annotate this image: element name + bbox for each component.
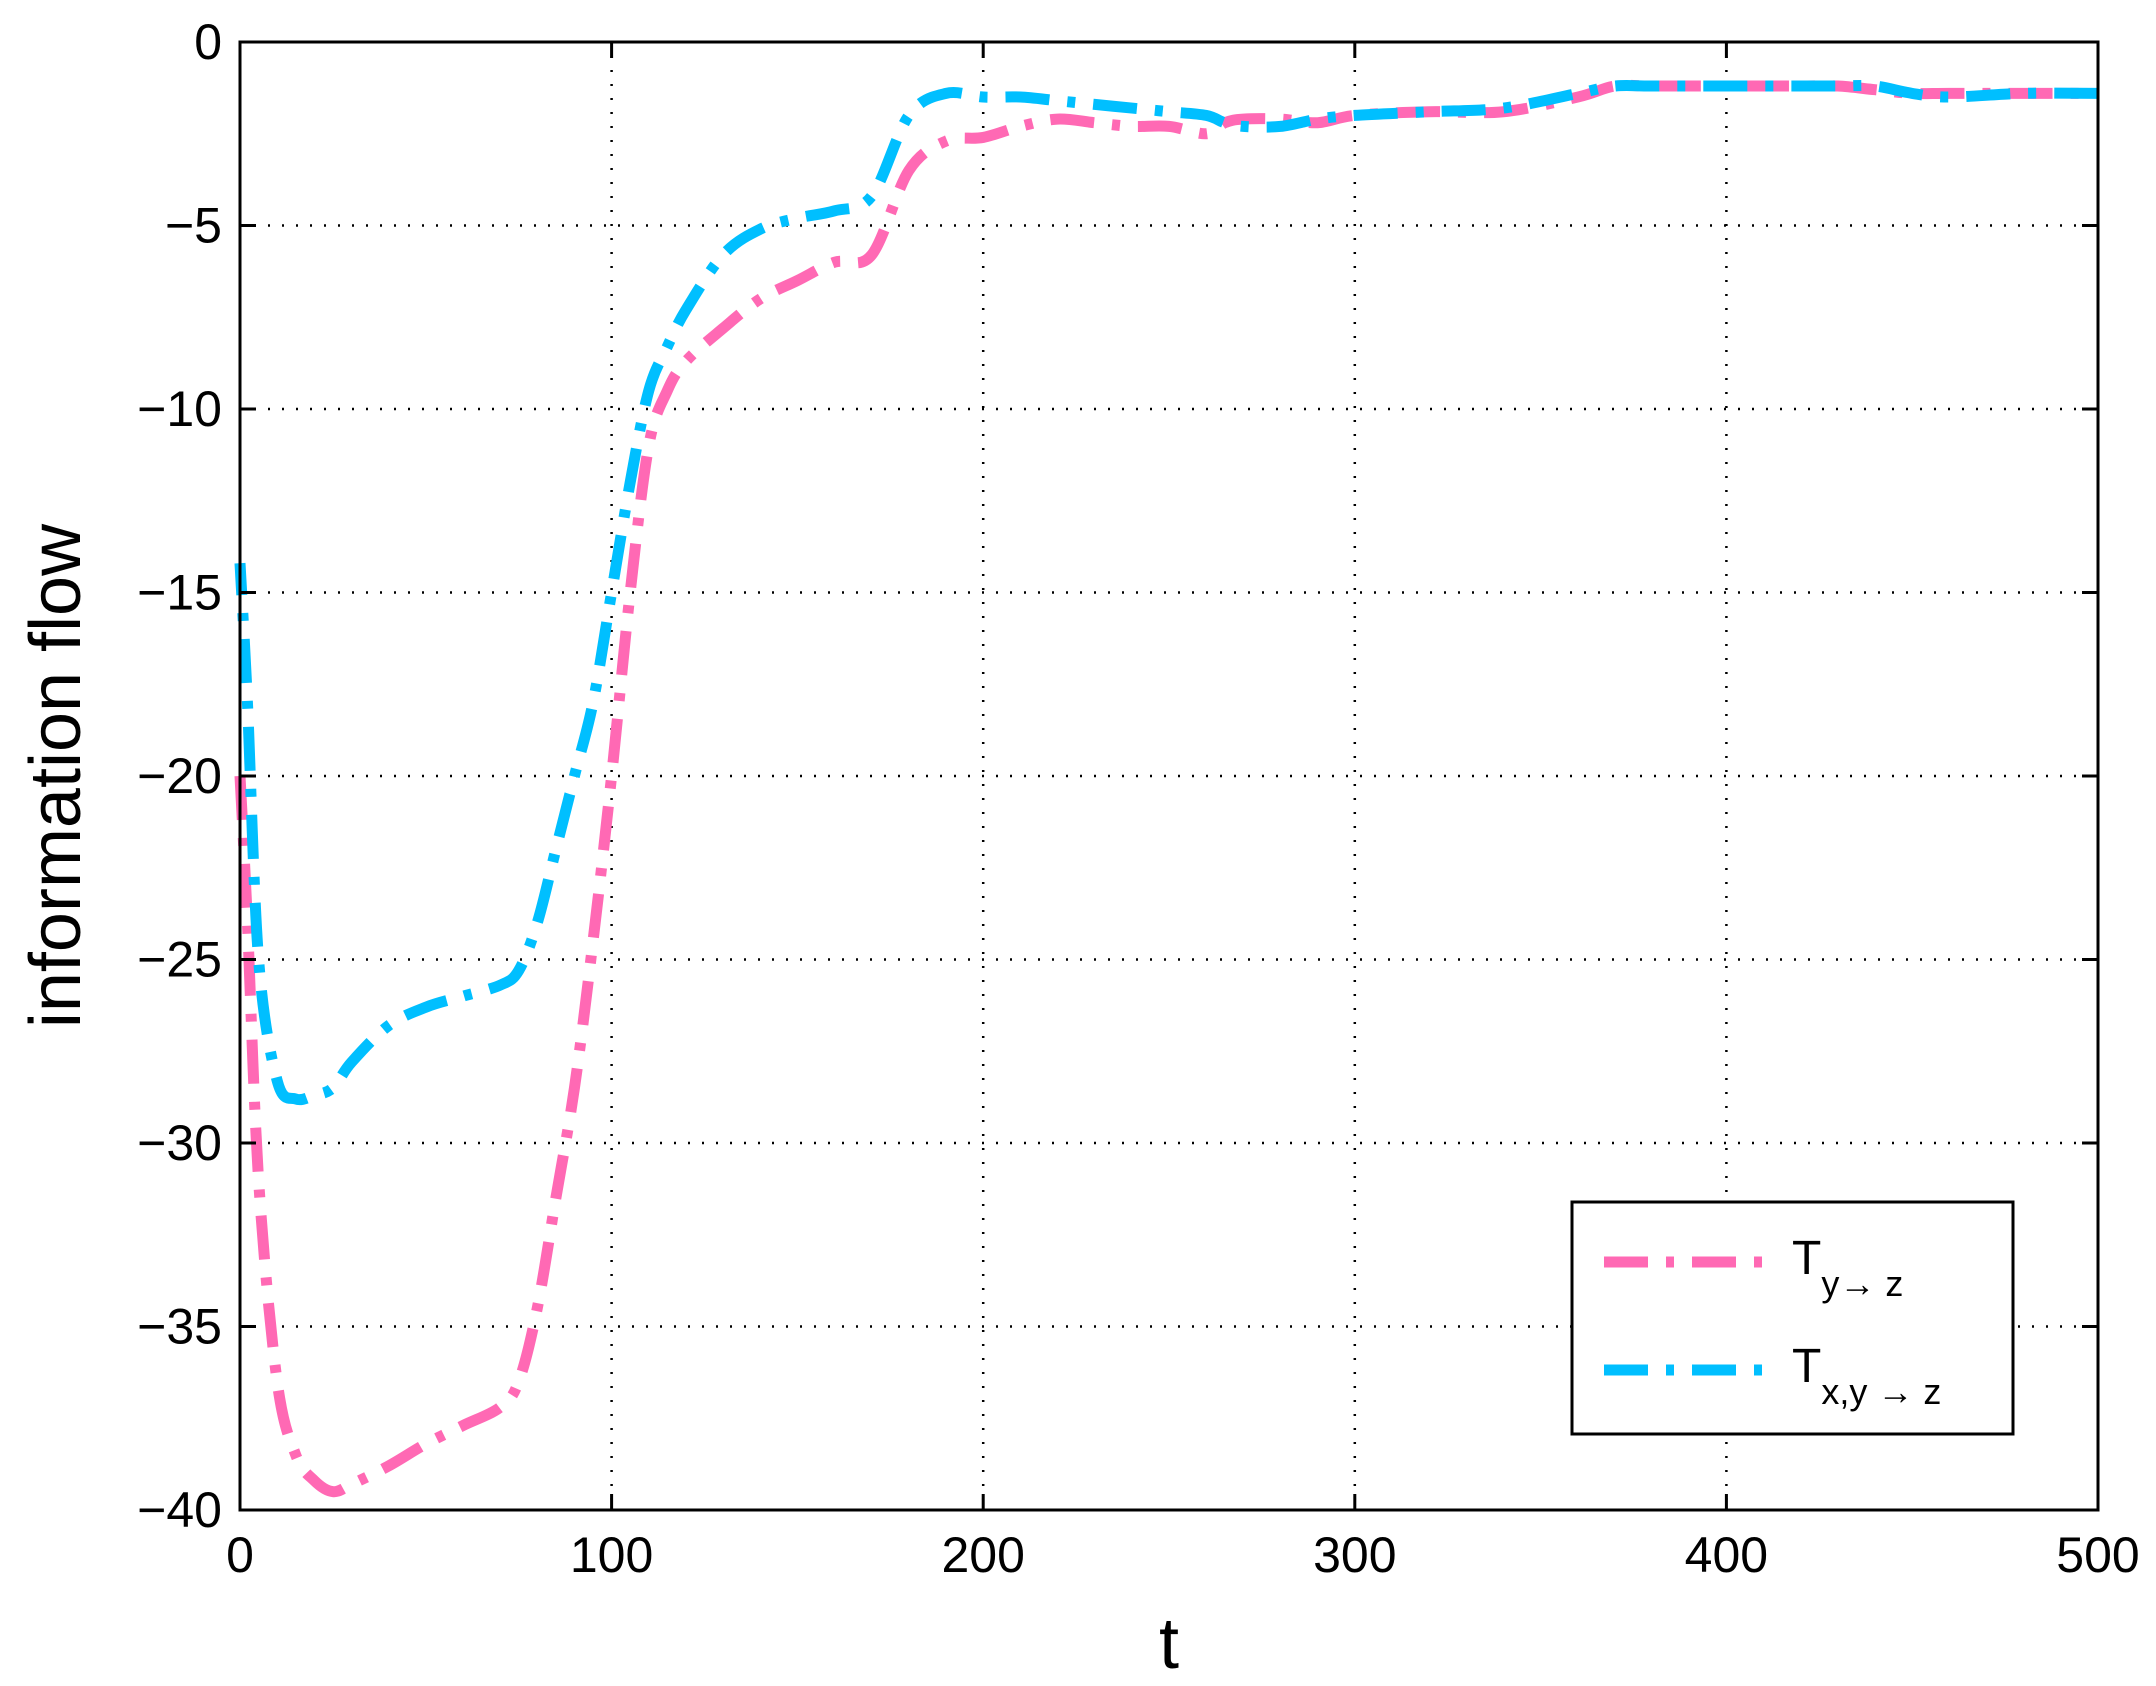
y-tick-label: 0 <box>194 14 222 70</box>
y-tick-label: −5 <box>165 198 222 254</box>
x-tick-label: 200 <box>941 1527 1024 1583</box>
x-tick-label: 100 <box>570 1527 653 1583</box>
y-tick-label: −25 <box>137 932 222 988</box>
tick-labels: 0 100 200 300 400 500 0 −5 −10 −15 −20 −25 −30 −35 −40 <box>137 14 2140 1583</box>
legend-label-2: Tx,y → z <box>1792 1340 1941 1412</box>
y-tick-label: −40 <box>137 1482 222 1538</box>
x-tick-label: 300 <box>1313 1527 1396 1583</box>
legend-label-1: Ty→ z <box>1792 1232 1903 1304</box>
series-line-1 <box>234 79 2098 1498</box>
y-tick-label: −15 <box>137 565 222 621</box>
x-tick-label: 400 <box>1685 1527 1768 1583</box>
y-tick-label: −30 <box>137 1115 222 1171</box>
y-tick-label: −35 <box>137 1299 222 1355</box>
y-tick-label: −10 <box>137 381 222 437</box>
series-layer <box>234 79 2099 1498</box>
series-line-2 <box>234 80 2099 1106</box>
x-tick-label: 0 <box>226 1527 254 1583</box>
legend-items: Ty→ zTx,y → z <box>1604 1232 1941 1412</box>
y-tick-label: −20 <box>137 748 222 804</box>
grid-lines <box>240 42 2098 1510</box>
legend-label-main: T <box>1792 1340 1821 1393</box>
axis-ticks <box>238 40 2100 1512</box>
legend: Ty→ zTx,y → z <box>1570 1200 2015 1436</box>
legend-label-sub: y→ z <box>1821 1263 1903 1304</box>
x-axis-title: t <box>1159 1604 1179 1684</box>
legend-label-main: T <box>1792 1232 1821 1285</box>
x-tick-label: 500 <box>2056 1527 2139 1583</box>
y-axis-title: information flow <box>16 523 96 1028</box>
legend-label-sub: x,y → z <box>1821 1371 1941 1412</box>
legend-box <box>1570 1200 2015 1436</box>
